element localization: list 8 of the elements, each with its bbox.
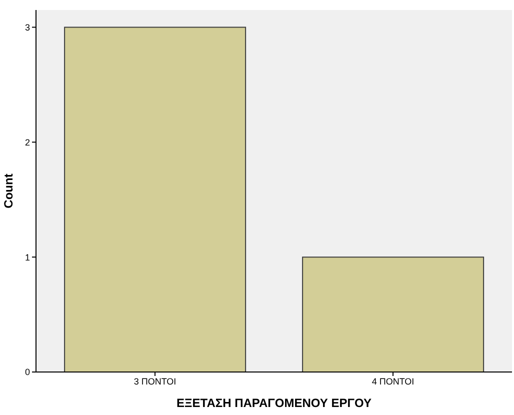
x-tick-label: 3 ΠΟΝΤΟΙ (134, 376, 176, 386)
x-axis-title: ΕΞΕΤΑΣΗ ΠΑΡΑΓΟΜΕΝΟΥ ΕΡΓΟΥ (176, 396, 372, 410)
y-axis-title: Count (1, 174, 16, 208)
y-tick-label: 2 (24, 137, 30, 148)
y-tick-label: 3 (24, 22, 30, 32)
y-tick-label: 0 (24, 367, 30, 378)
y-tick-label: 1 (24, 252, 30, 262)
x-tick-label: 4 ΠΟΝΤΟΙ (372, 376, 414, 386)
